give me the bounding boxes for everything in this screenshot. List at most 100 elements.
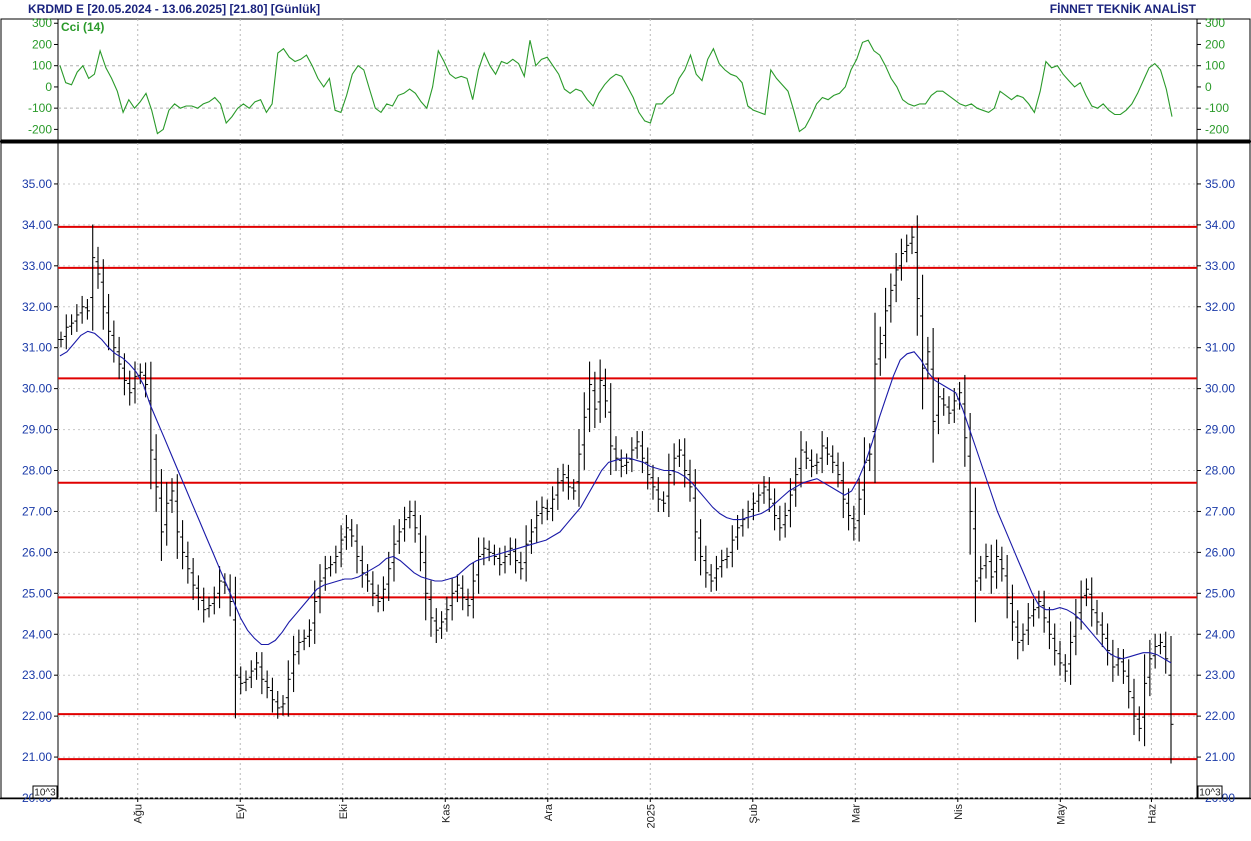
price-bar — [1168, 636, 1174, 764]
x-tick-label: Ağu — [133, 804, 145, 824]
price-bar — [624, 453, 630, 475]
price-bar — [920, 274, 926, 410]
scale-label-right-box — [1197, 785, 1223, 799]
scale-label-left-box — [32, 785, 58, 799]
price-bar — [1031, 598, 1037, 627]
price-bar — [608, 383, 614, 475]
y-tick-label-left: 27.00 — [22, 504, 52, 518]
price-bar — [766, 477, 772, 512]
price-bar — [63, 314, 69, 350]
price-bar — [666, 453, 672, 518]
price-bar — [613, 436, 619, 472]
y-tick-label-left: 26.00 — [22, 545, 52, 559]
price-bar — [698, 519, 704, 576]
cci-tick-label-left: 0 — [45, 80, 52, 94]
price-bar — [1157, 633, 1163, 655]
price-bar — [867, 443, 873, 472]
price-bar — [809, 449, 815, 478]
price-bar — [787, 478, 793, 528]
price-bar — [819, 431, 825, 474]
cci-tick-label-right: 200 — [1205, 37, 1225, 51]
price-bar — [898, 238, 904, 281]
price-bar — [227, 574, 233, 617]
y-tick-label-right: 30.00 — [1205, 382, 1235, 396]
price-bar — [534, 500, 540, 543]
price-bar — [550, 486, 556, 522]
price-bar — [238, 666, 244, 695]
x-tick-label: Kas — [440, 804, 452, 823]
price-bar — [502, 545, 508, 574]
y-tick-label-right: 25.00 — [1205, 586, 1235, 600]
y-tick-label-right: 21.00 — [1205, 750, 1235, 764]
price-bar — [90, 224, 96, 331]
price-bar — [999, 546, 1005, 582]
x-tick-label: Ara — [543, 803, 555, 821]
price-bar — [275, 690, 281, 719]
price-bar — [84, 298, 90, 320]
price-bar — [1057, 640, 1063, 676]
price-bar — [1094, 599, 1100, 635]
price-bar — [174, 474, 180, 559]
chart-frames — [0, 18, 1251, 800]
price-bar — [978, 555, 984, 591]
price-bar — [962, 374, 968, 467]
price-bar — [386, 551, 392, 601]
y-tick-label-right: 29.00 — [1205, 423, 1235, 437]
price-bar — [153, 434, 159, 512]
price-bar — [597, 359, 603, 423]
price-bar — [338, 525, 344, 568]
price-bar — [798, 431, 804, 488]
price-bar — [211, 586, 217, 615]
price-bar — [269, 677, 275, 713]
x-tick-label: May — [1055, 804, 1067, 825]
price-bar — [914, 215, 920, 336]
y-tick-label-left: 24.00 — [22, 627, 52, 641]
price-bar — [407, 500, 413, 529]
y-tick-label-left: 35.00 — [22, 177, 52, 191]
price-bar — [190, 557, 196, 600]
price-bar — [835, 452, 841, 488]
x-tick-label: Şub — [748, 804, 760, 824]
price-bar — [433, 608, 439, 643]
price-bar — [301, 629, 307, 651]
price-bar — [967, 412, 973, 555]
cci-tick-label-right: -100 — [1205, 101, 1229, 115]
price-bar — [375, 584, 381, 613]
price-bar — [851, 505, 857, 541]
price-bar — [74, 304, 80, 332]
price-bar — [941, 388, 947, 416]
price-bar — [994, 539, 1000, 589]
price-bar — [206, 596, 212, 618]
price-bar — [497, 547, 503, 576]
y-tick-label-right: 26.00 — [1205, 545, 1235, 559]
price-bar — [454, 574, 460, 603]
price-bar — [724, 547, 730, 569]
price-bar — [1004, 554, 1010, 619]
price-bar — [703, 545, 709, 588]
price-bar — [1115, 648, 1121, 676]
price-bar — [69, 314, 75, 335]
y-tick-label-right: 23.00 — [1205, 668, 1235, 682]
y-tick-label-right: 24.00 — [1205, 627, 1235, 641]
price-bar — [1136, 706, 1142, 742]
price-bar — [756, 484, 762, 513]
price-bar — [872, 312, 878, 483]
price-bar — [396, 519, 402, 554]
price-bar — [111, 320, 117, 363]
price-bar — [1083, 578, 1089, 607]
y-tick-label-left: 30.00 — [22, 382, 52, 396]
price-bar — [412, 500, 418, 543]
price-bar — [602, 368, 608, 418]
price-bar — [740, 508, 746, 537]
price-bar — [100, 259, 106, 330]
price-bar — [692, 469, 698, 561]
price-bar — [106, 293, 112, 351]
y-tick-label-right: 28.00 — [1205, 464, 1235, 478]
cci-tick-label-left: 200 — [32, 37, 52, 51]
price-bar — [428, 580, 434, 637]
price-bar — [629, 437, 635, 473]
price-bar — [1046, 607, 1052, 650]
price-bar — [883, 287, 889, 359]
price-bar — [1099, 612, 1105, 648]
price-bar — [317, 564, 323, 614]
